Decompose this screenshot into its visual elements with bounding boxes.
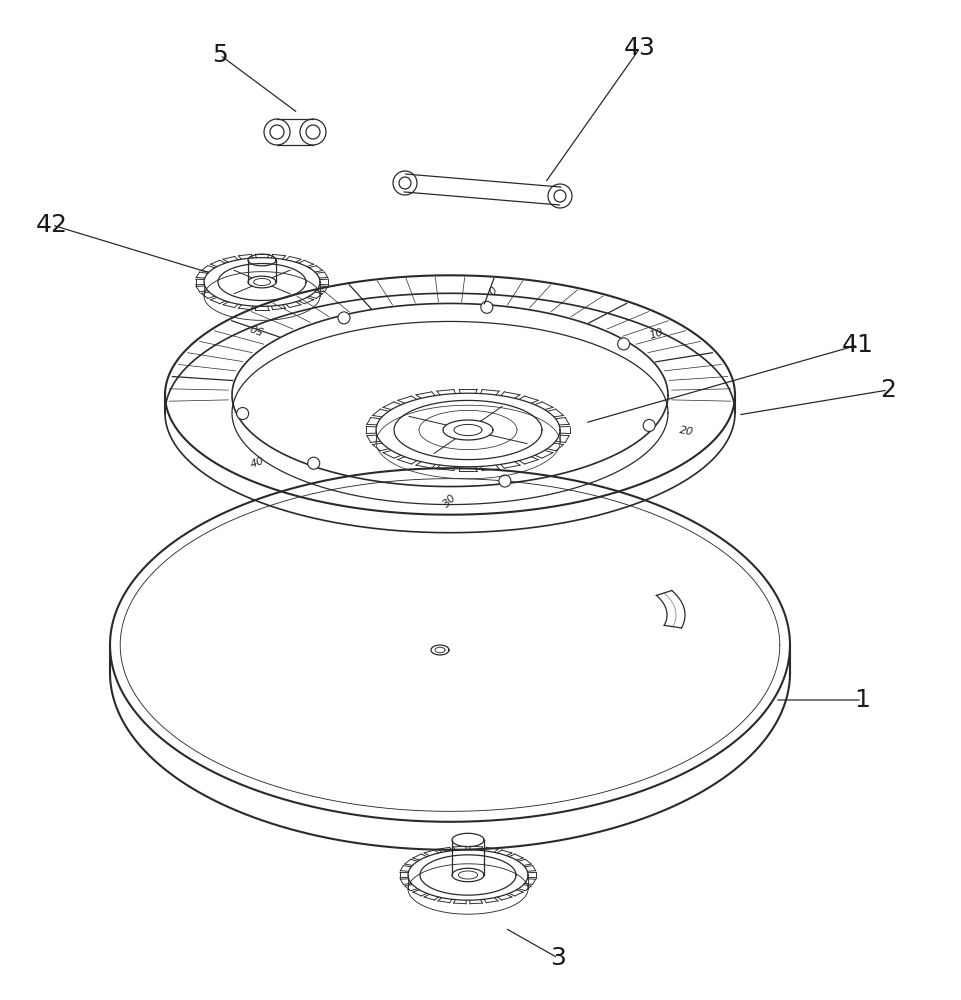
Circle shape	[236, 408, 249, 420]
Text: 0: 0	[488, 285, 500, 297]
Text: 10: 10	[648, 328, 664, 341]
Circle shape	[338, 312, 350, 324]
Circle shape	[618, 338, 629, 350]
Text: 42: 42	[36, 213, 68, 237]
Text: 30: 30	[441, 492, 458, 509]
Text: 43: 43	[624, 36, 656, 60]
Text: 40: 40	[249, 456, 266, 470]
Circle shape	[480, 301, 493, 313]
Text: 1: 1	[854, 688, 870, 712]
Circle shape	[499, 475, 511, 487]
Text: 20: 20	[678, 425, 694, 437]
Text: 50: 50	[249, 320, 266, 334]
Text: 2: 2	[880, 378, 896, 402]
Text: 41: 41	[842, 333, 874, 357]
Text: 5: 5	[212, 43, 228, 67]
Circle shape	[643, 419, 655, 431]
Text: 3: 3	[550, 946, 566, 970]
Circle shape	[308, 457, 320, 469]
